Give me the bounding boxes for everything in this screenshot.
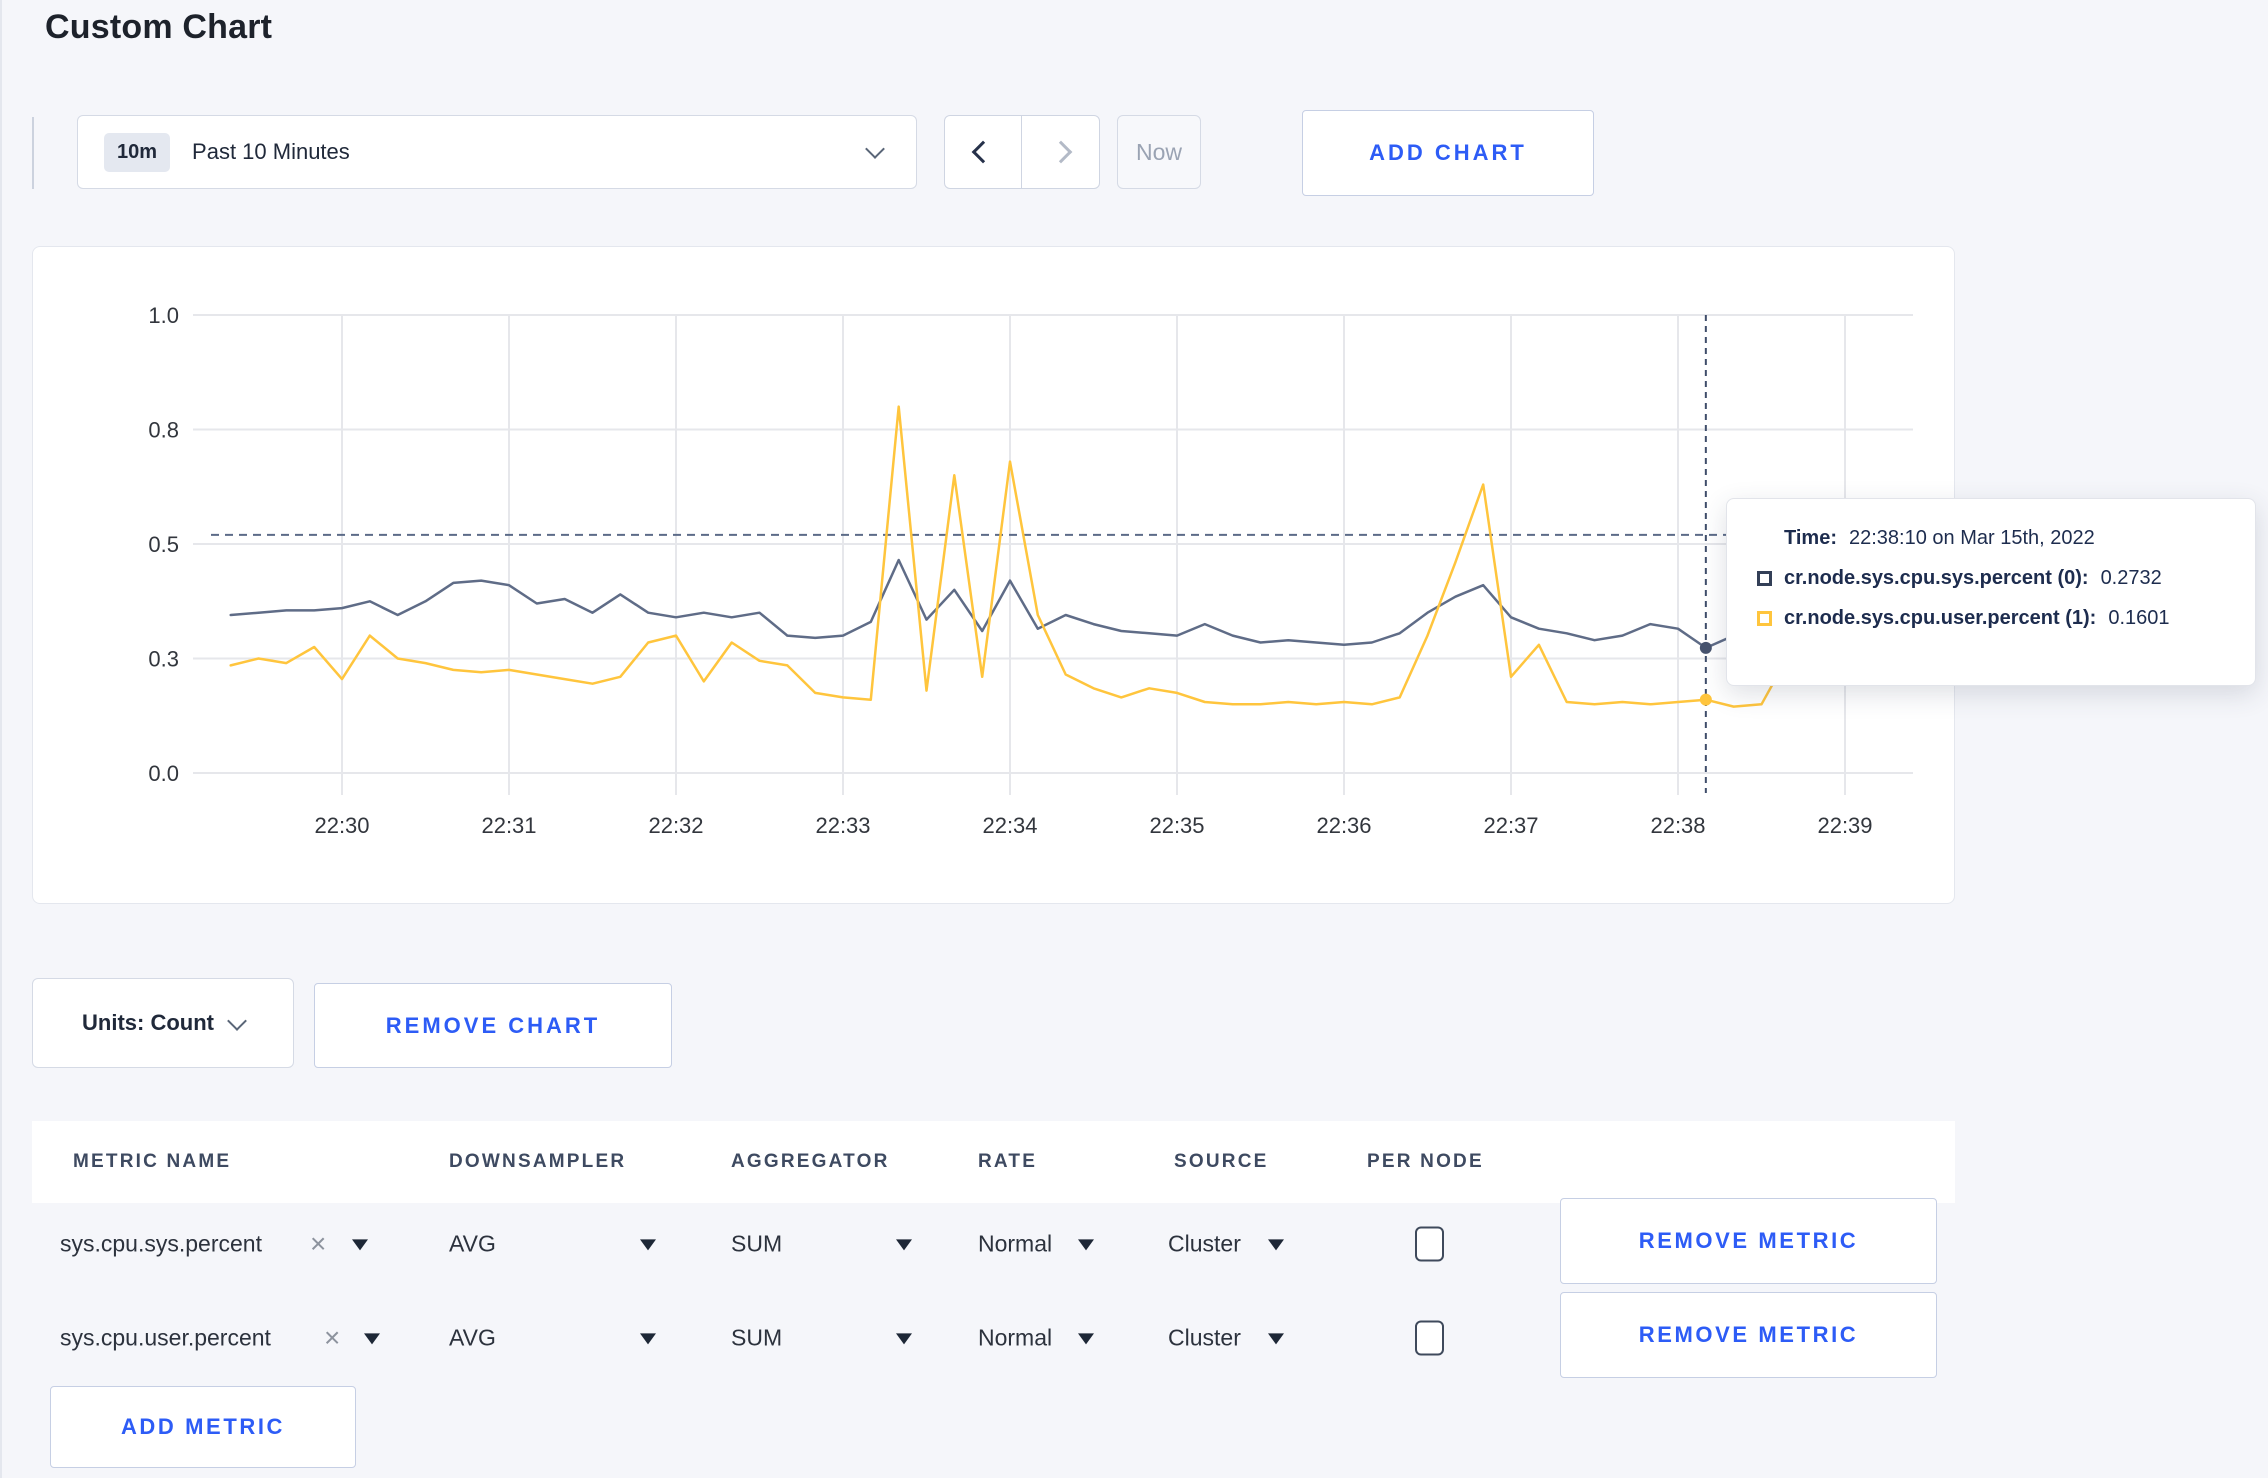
time-pager xyxy=(944,115,1100,189)
svg-text:22:34: 22:34 xyxy=(982,813,1037,838)
remove-chart-label: REMOVE CHART xyxy=(385,1012,601,1038)
tooltip-series-label: cr.node.sys.cpu.user.percent (1): xyxy=(1784,607,2097,629)
chevron-down-icon xyxy=(227,1011,247,1031)
tooltip-series-value: 0.2732 xyxy=(2100,567,2162,589)
svg-text:22:30: 22:30 xyxy=(314,813,369,838)
svg-text:0.5: 0.5 xyxy=(148,532,179,557)
metric-row: sys.cpu.user.percent × AVG SUM Normal Cl… xyxy=(32,1290,1955,1386)
chart-card: 0.0 0.3 0.5 0.8 1.0 22:30 22:31 22:32 22:33 22:34… xyxy=(32,246,1955,904)
remove-metric-label: REMOVE METRIC xyxy=(1638,1228,1859,1253)
tooltip-series-row: cr.node.sys.cpu.user.percent (1): 0.1601 xyxy=(1757,607,2225,630)
toolbar-divider xyxy=(32,117,34,189)
column-header-downsampler: DOWNSAMPLER xyxy=(449,1151,627,1172)
column-header-metric-name: METRIC NAME xyxy=(73,1151,232,1172)
svg-text:0.3: 0.3 xyxy=(148,647,179,672)
tooltip-time-row: Time: 22:38:10 on Mar 15th, 2022 xyxy=(1757,527,2225,550)
remove-metric-button[interactable]: REMOVE METRIC xyxy=(1560,1198,1937,1284)
metric-name-value[interactable]: sys.cpu.sys.percent xyxy=(60,1230,262,1257)
chevron-left-icon xyxy=(971,140,995,164)
rate-select[interactable]: Normal xyxy=(978,1230,1053,1257)
svg-text:22:35: 22:35 xyxy=(1149,813,1204,838)
source-select[interactable]: Cluster xyxy=(1168,1324,1241,1351)
svg-text:22:32: 22:32 xyxy=(648,813,703,838)
remove-metric-x-icon[interactable]: × xyxy=(310,1228,327,1259)
time-range-dropdown[interactable]: 10m Past 10 Minutes xyxy=(77,115,917,189)
chart-hover-tooltip: Time: 22:38:10 on Mar 15th, 2022 cr.node… xyxy=(1726,498,2256,686)
aggregator-caret-icon[interactable] xyxy=(896,1239,912,1251)
add-chart-label: ADD CHART xyxy=(1369,140,1527,165)
add-chart-button[interactable]: ADD CHART xyxy=(1302,110,1594,196)
time-range-badge: 10m xyxy=(104,132,171,172)
svg-text:22:39: 22:39 xyxy=(1817,813,1872,838)
svg-text:22:31: 22:31 xyxy=(481,813,536,838)
column-header-aggregator: AGGREGATOR xyxy=(731,1151,890,1172)
user-percent-swatch-icon xyxy=(1757,611,1772,626)
column-header-rate: RATE xyxy=(978,1151,1038,1172)
rate-select[interactable]: Normal xyxy=(978,1324,1053,1351)
remove-metric-label: REMOVE METRIC xyxy=(1638,1322,1859,1347)
next-range-button[interactable] xyxy=(1022,116,1099,188)
source-caret-icon[interactable] xyxy=(1268,1239,1284,1251)
rate-caret-icon[interactable] xyxy=(1078,1333,1094,1345)
metric-name-value[interactable]: sys.cpu.user.percent xyxy=(60,1324,271,1351)
remove-metric-button[interactable]: REMOVE METRIC xyxy=(1560,1292,1937,1378)
tooltip-series-row: cr.node.sys.cpu.sys.percent (0): 0.2732 xyxy=(1757,567,2225,590)
add-metric-button[interactable]: ADD METRIC xyxy=(50,1386,356,1468)
svg-text:22:37: 22:37 xyxy=(1483,813,1538,838)
aggregator-caret-icon[interactable] xyxy=(896,1333,912,1345)
add-metric-label: ADD METRIC xyxy=(120,1414,286,1439)
previous-range-button[interactable] xyxy=(945,116,1022,188)
remove-metric-x-icon[interactable]: × xyxy=(324,1322,341,1353)
per-node-checkbox[interactable] xyxy=(1415,1226,1444,1262)
svg-text:22:38: 22:38 xyxy=(1650,813,1705,838)
sys-percent-swatch-icon xyxy=(1757,571,1772,586)
page-title: Custom Chart xyxy=(45,8,273,46)
tooltip-time-label: Time: xyxy=(1784,527,1837,549)
source-select[interactable]: Cluster xyxy=(1168,1230,1241,1257)
time-range-label: Past 10 Minutes xyxy=(192,139,350,164)
tooltip-series-value: 0.1601 xyxy=(2108,607,2170,629)
svg-text:1.0: 1.0 xyxy=(148,303,179,328)
downsampler-select[interactable]: AVG xyxy=(449,1230,496,1257)
aggregator-select[interactable]: SUM xyxy=(731,1324,783,1351)
now-button-label: Now xyxy=(1135,138,1182,165)
downsampler-caret-icon[interactable] xyxy=(640,1333,656,1345)
metrics-table-header: METRIC NAME DOWNSAMPLER AGGREGATOR RATE … xyxy=(32,1121,1955,1203)
metric-row: sys.cpu.sys.percent × AVG SUM Normal Clu… xyxy=(32,1196,1955,1292)
per-node-checkbox[interactable] xyxy=(1415,1320,1444,1356)
metric-name-caret-icon[interactable] xyxy=(352,1239,368,1251)
svg-text:22:33: 22:33 xyxy=(815,813,870,838)
svg-text:0.8: 0.8 xyxy=(148,418,179,443)
svg-text:22:36: 22:36 xyxy=(1316,813,1371,838)
units-dropdown[interactable]: Units: Count xyxy=(32,978,294,1068)
remove-chart-button[interactable]: REMOVE CHART xyxy=(314,983,672,1068)
rate-caret-icon[interactable] xyxy=(1078,1239,1094,1251)
aggregator-select[interactable]: SUM xyxy=(731,1230,783,1257)
column-header-per-node: PER NODE xyxy=(1367,1151,1484,1172)
chevron-right-icon xyxy=(1049,140,1072,164)
tooltip-series-label: cr.node.sys.cpu.sys.percent (0): xyxy=(1784,567,2089,589)
column-header-source: SOURCE xyxy=(1174,1151,1269,1172)
source-caret-icon[interactable] xyxy=(1268,1333,1284,1345)
svg-text:0.0: 0.0 xyxy=(148,761,179,786)
tooltip-time-value: 22:38:10 on Mar 15th, 2022 xyxy=(1848,527,2095,549)
metric-name-caret-icon[interactable] xyxy=(364,1333,380,1345)
now-button[interactable]: Now xyxy=(1117,115,1201,189)
custom-chart-plot[interactable]: 0.0 0.3 0.5 0.8 1.0 22:30 22:31 22:32 22:33 22:34… xyxy=(33,247,1956,905)
units-dropdown-label: Units: Count xyxy=(82,1010,214,1035)
chevron-down-icon xyxy=(865,139,885,159)
downsampler-caret-icon[interactable] xyxy=(640,1239,656,1251)
downsampler-select[interactable]: AVG xyxy=(449,1324,496,1351)
